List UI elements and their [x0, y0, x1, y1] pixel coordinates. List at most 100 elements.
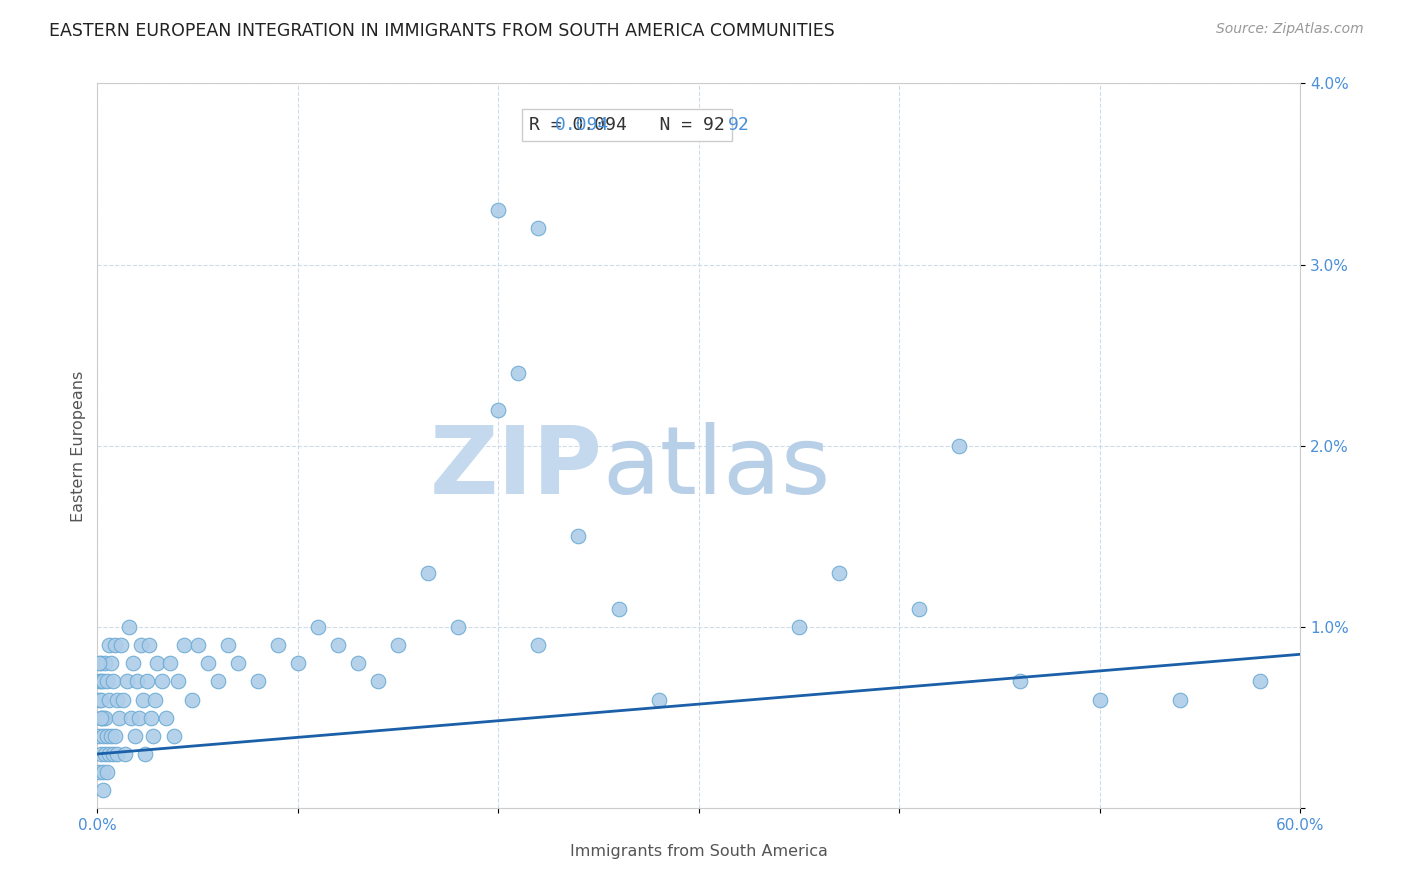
- Point: [100, 657, 122, 671]
- Point: [104, 638, 127, 652]
- Point: [347, 657, 370, 671]
- Point: [93, 765, 115, 780]
- Point: [486, 203, 509, 218]
- Point: [197, 657, 219, 671]
- Point: [117, 674, 139, 689]
- Point: [1249, 674, 1271, 689]
- Point: [122, 657, 145, 671]
- Point: [447, 620, 470, 634]
- Point: [159, 657, 181, 671]
- Point: [162, 729, 184, 743]
- Point: [145, 692, 167, 706]
- Point: [94, 747, 117, 761]
- Point: [326, 638, 349, 652]
- Y-axis label: Eastern Europeans: Eastern Europeans: [72, 370, 86, 522]
- Point: [131, 638, 153, 652]
- Point: [287, 657, 309, 671]
- Point: [138, 638, 160, 652]
- Point: [647, 692, 669, 706]
- Point: [89, 692, 111, 706]
- Point: [96, 674, 118, 689]
- Point: [166, 674, 188, 689]
- Point: [105, 747, 128, 761]
- Point: [187, 638, 209, 652]
- Text: EASTERN EUROPEAN INTEGRATION IN IMMIGRANTS FROM SOUTH AMERICA COMMUNITIES: EASTERN EUROPEAN INTEGRATION IN IMMIGRAN…: [49, 22, 835, 40]
- Point: [132, 692, 155, 706]
- Point: [89, 657, 111, 671]
- Point: [96, 765, 118, 780]
- Point: [89, 674, 111, 689]
- Point: [100, 729, 122, 743]
- Point: [118, 620, 141, 634]
- Point: [828, 566, 851, 580]
- Point: [90, 711, 112, 725]
- Point: [527, 221, 550, 235]
- Point: [98, 692, 121, 706]
- Point: [418, 566, 440, 580]
- Point: [226, 657, 249, 671]
- Point: [96, 729, 118, 743]
- Point: [110, 638, 132, 652]
- Point: [508, 367, 530, 381]
- Point: [90, 657, 112, 671]
- Point: [908, 602, 931, 616]
- Point: [150, 674, 173, 689]
- Text: 92: 92: [728, 116, 749, 134]
- Point: [134, 747, 156, 761]
- Point: [98, 747, 121, 761]
- Point: [112, 692, 135, 706]
- Point: [948, 439, 970, 453]
- Point: [128, 711, 150, 725]
- Point: [90, 692, 112, 706]
- Point: [105, 692, 128, 706]
- Point: [90, 674, 112, 689]
- Point: [94, 711, 117, 725]
- Point: [114, 747, 136, 761]
- Text: Source: ZipAtlas.com: Source: ZipAtlas.com: [1216, 22, 1364, 37]
- Point: [98, 638, 121, 652]
- Point: [108, 711, 131, 725]
- Point: [93, 783, 115, 797]
- Point: [1168, 692, 1191, 706]
- Text: R = 0.094   N = 92: R = 0.094 N = 92: [529, 116, 724, 134]
- Point: [1008, 674, 1031, 689]
- Point: [787, 620, 810, 634]
- Point: [89, 729, 111, 743]
- Point: [141, 711, 163, 725]
- Point: [307, 620, 329, 634]
- Point: [93, 729, 115, 743]
- Point: [142, 729, 165, 743]
- Point: [267, 638, 290, 652]
- Point: [89, 765, 111, 780]
- Point: [155, 711, 177, 725]
- Point: [103, 674, 125, 689]
- Point: [567, 529, 589, 543]
- Text: ZIP: ZIP: [430, 422, 603, 514]
- Point: [217, 638, 239, 652]
- Point: [146, 657, 169, 671]
- Point: [90, 711, 112, 725]
- Point: [93, 711, 115, 725]
- Point: [103, 747, 125, 761]
- Point: [246, 674, 269, 689]
- Point: [387, 638, 409, 652]
- Point: [367, 674, 389, 689]
- Point: [1088, 692, 1111, 706]
- Point: [124, 729, 146, 743]
- Point: [180, 692, 202, 706]
- Point: [207, 674, 229, 689]
- Point: [104, 729, 127, 743]
- Point: [93, 674, 115, 689]
- Text: atlas: atlas: [603, 422, 831, 514]
- Point: [94, 657, 117, 671]
- Point: [136, 674, 159, 689]
- Point: [173, 638, 195, 652]
- Text: 0.094: 0.094: [554, 116, 609, 134]
- X-axis label: Immigrants from South America: Immigrants from South America: [569, 844, 828, 859]
- Point: [527, 638, 550, 652]
- Point: [120, 711, 142, 725]
- Point: [486, 402, 509, 417]
- Point: [90, 747, 112, 761]
- Point: [127, 674, 149, 689]
- Point: [607, 602, 630, 616]
